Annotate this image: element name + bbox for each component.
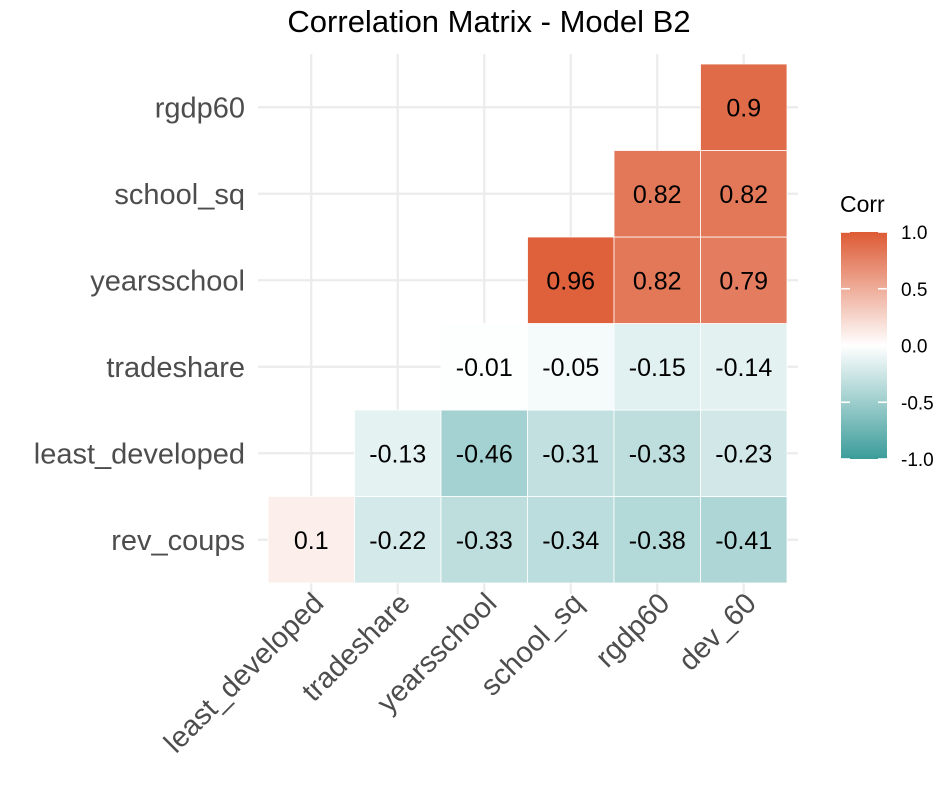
cell-value-label: 0.1 xyxy=(294,527,329,555)
heatmap-cell xyxy=(700,150,788,238)
cell-value-label: -0.33 xyxy=(629,440,686,468)
legend-title: Corr xyxy=(840,191,885,217)
x-tick-label: dev_60 xyxy=(673,587,763,677)
cell-value-label: 0.82 xyxy=(633,267,682,295)
cell-value-label: -0.38 xyxy=(629,527,686,555)
heatmap-cell xyxy=(613,409,701,497)
heatmap-cell xyxy=(267,496,355,584)
legend-tick-label: -0.5 xyxy=(901,393,934,414)
cell-value-label: -0.23 xyxy=(715,440,772,468)
x-tick-label: least_developed xyxy=(158,587,330,759)
y-axis-tick-labels: rev_coups least_developed tradeshare yearss… xyxy=(34,92,245,557)
x-tick-label: rgdp60 xyxy=(590,587,676,673)
cell-value-label: -0.34 xyxy=(542,527,599,555)
heatmap-cell xyxy=(700,323,788,411)
heatmap-cell xyxy=(440,409,528,497)
cell-value-label: -0.14 xyxy=(715,354,772,382)
legend-tick-label: -1.0 xyxy=(901,450,934,471)
cell-value-label: -0.13 xyxy=(369,440,426,468)
cell-value-label: -0.33 xyxy=(456,527,513,555)
cell-value-label: -0.15 xyxy=(629,354,686,382)
heatmap-cells xyxy=(267,63,788,584)
legend-tick-label: 0.5 xyxy=(901,280,927,301)
cell-value-label: -0.01 xyxy=(456,354,513,382)
y-tick-label: rev_coups xyxy=(111,525,245,557)
heatmap-cell xyxy=(354,409,442,497)
heatmap-cell xyxy=(700,496,788,584)
heatmap-cell xyxy=(700,63,788,151)
cell-value-label: -0.31 xyxy=(542,440,599,468)
y-tick-label: rgdp60 xyxy=(155,92,245,124)
heatmap-cell xyxy=(613,236,701,324)
cell-value-label: 0.9 xyxy=(726,94,761,122)
heatmap-cell xyxy=(613,323,701,411)
heatmap-cell xyxy=(700,409,788,497)
cell-value-label: 0.79 xyxy=(719,267,768,295)
chart-title: Correlation Matrix - Model B2 xyxy=(287,4,690,39)
y-tick-label: least_developed xyxy=(34,438,245,470)
cell-value-label: -0.46 xyxy=(456,440,513,468)
cell-value-label: 0.82 xyxy=(719,181,768,209)
heatmap-cell xyxy=(613,150,701,238)
y-tick-label: yearsschool xyxy=(90,265,245,297)
cell-value-label: 0.96 xyxy=(546,267,595,295)
heatmap-cell xyxy=(613,496,701,584)
x-axis-tick-labels: least_developedtradeshareyearsschoolscho… xyxy=(158,587,762,759)
cell-value-label: -0.22 xyxy=(369,527,426,555)
color-legend: Corr 1.0 0.5 0.0 -0.5 -1.0 xyxy=(840,191,934,471)
y-tick-label: school_sq xyxy=(114,179,245,211)
heatmap-cell xyxy=(527,236,615,324)
cell-value-label: 0.82 xyxy=(633,181,682,209)
legend-tick-label: 0.0 xyxy=(901,337,927,358)
legend-tick-label: 1.0 xyxy=(901,223,927,244)
legend-ticks: 1.0 0.5 0.0 -0.5 -1.0 xyxy=(841,223,934,471)
heatmap-cell xyxy=(527,323,615,411)
y-tick-label: tradeshare xyxy=(106,352,245,384)
heatmap-cell xyxy=(354,496,442,584)
heatmap-cell xyxy=(440,323,528,411)
heatmap-cell xyxy=(700,236,788,324)
cell-value-label: -0.41 xyxy=(715,527,772,555)
cell-value-labels: 0.1 -0.22 -0.33 -0.34 -0.38 -0.41 -0.13 -0.46 -0… xyxy=(294,94,772,555)
cell-value-label: -0.05 xyxy=(542,354,599,382)
